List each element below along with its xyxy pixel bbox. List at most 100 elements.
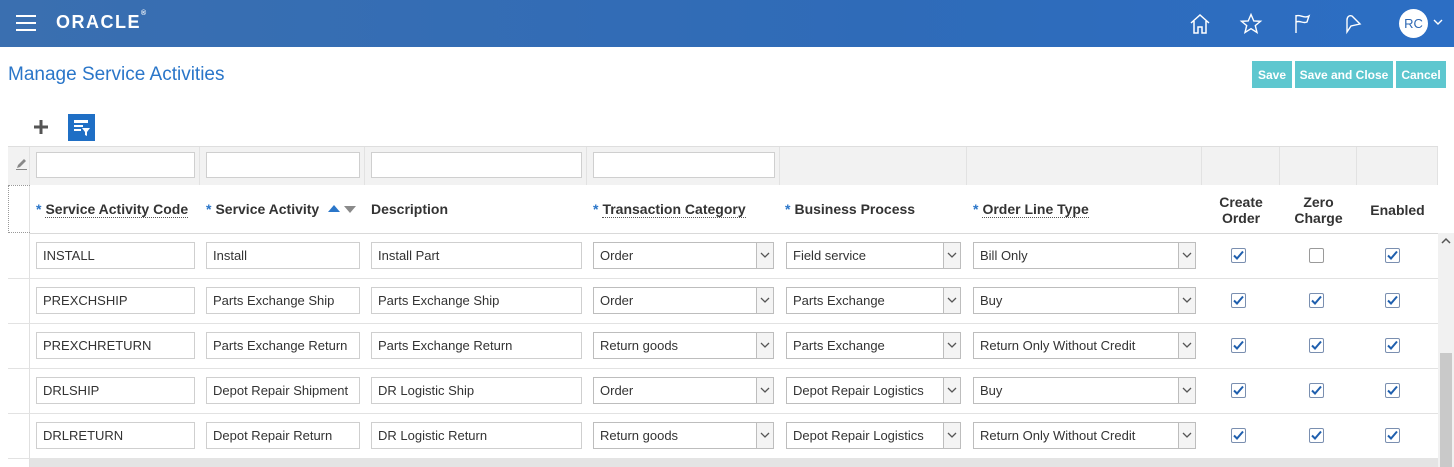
create-order-checkbox[interactable] — [1231, 293, 1246, 308]
zero-charge-checkbox[interactable] — [1309, 338, 1324, 353]
home-icon[interactable] — [1188, 12, 1212, 36]
description-input[interactable]: Parts Exchange Return — [371, 332, 582, 359]
dropdown-button[interactable] — [1178, 423, 1195, 448]
business-process-select[interactable]: Depot Repair Logistics — [786, 377, 961, 404]
table-row[interactable]: DRLRETURN Depot Repair Return DR Logistic … — [30, 414, 1438, 459]
service-activity-input[interactable]: Depot Repair Shipment — [206, 377, 360, 404]
zero-charge-checkbox[interactable] — [1309, 428, 1324, 443]
create-order-checkbox[interactable] — [1231, 383, 1246, 398]
zero-charge-checkbox[interactable] — [1309, 248, 1324, 263]
filter-input-description[interactable] — [371, 152, 582, 178]
zero-charge-checkbox[interactable] — [1309, 383, 1324, 398]
order-line-type-select[interactable]: Bill Only — [973, 242, 1196, 269]
column-header-activity[interactable]: * Service Activity — [206, 201, 319, 217]
dropdown-button[interactable] — [756, 333, 773, 358]
horizontal-scrollbar[interactable] — [30, 458, 1438, 467]
column-header-transaction-category[interactable]: * Transaction Category — [593, 201, 746, 218]
transaction-category-select[interactable]: Order — [593, 287, 774, 314]
notifications-icon[interactable] — [1341, 12, 1365, 36]
cancel-button[interactable]: Cancel — [1396, 61, 1446, 88]
create-order-checkbox[interactable] — [1231, 338, 1246, 353]
order-line-type-select[interactable]: Return Only Without Credit — [973, 422, 1196, 449]
service-activity-code-input[interactable]: DRLRETURN — [36, 422, 195, 449]
table-row[interactable]: PREXCHSHIP Parts Exchange Ship Parts Excha… — [30, 279, 1438, 324]
enabled-checkbox[interactable] — [1385, 248, 1400, 263]
column-header-order-line-type[interactable]: * Order Line Type — [973, 201, 1089, 218]
dropdown-button[interactable] — [756, 423, 773, 448]
row-selector[interactable] — [8, 279, 30, 324]
table-row[interactable]: PREXCHRETURN Parts Exchange Return Parts E… — [30, 324, 1438, 369]
scrollbar-thumb[interactable] — [1440, 353, 1452, 467]
transaction-category-select[interactable]: Return goods — [593, 422, 774, 449]
create-order-checkbox[interactable] — [1231, 428, 1246, 443]
dropdown-button[interactable] — [943, 288, 960, 313]
dropdown-button[interactable] — [1178, 333, 1195, 358]
business-process-select[interactable]: Field service — [786, 242, 961, 269]
dropdown-button[interactable] — [943, 333, 960, 358]
flag-icon[interactable] — [1290, 12, 1314, 36]
user-avatar[interactable]: RC — [1399, 9, 1428, 38]
sort-icon[interactable] — [327, 203, 357, 215]
dropdown-button[interactable] — [1178, 243, 1195, 268]
filter-input-activity[interactable] — [206, 152, 360, 178]
business-process-select[interactable]: Depot Repair Logistics — [786, 422, 961, 449]
query-by-example-button[interactable] — [68, 114, 95, 141]
dropdown-button[interactable] — [943, 378, 960, 403]
filter-input-transaction-category[interactable] — [593, 152, 775, 178]
save-button[interactable]: Save — [1252, 61, 1292, 88]
order-line-type-select[interactable]: Buy — [973, 287, 1196, 314]
save-and-close-button[interactable]: Save and Close — [1295, 61, 1393, 88]
service-activity-code-input[interactable]: INSTALL — [36, 242, 195, 269]
dropdown-button[interactable] — [1178, 288, 1195, 313]
column-header-create-order[interactable]: Create Order — [1202, 194, 1280, 226]
column-header-business-process[interactable]: * Business Process — [785, 201, 915, 217]
service-activity-input[interactable]: Install — [206, 242, 360, 269]
column-header-enabled[interactable]: Enabled — [1357, 202, 1438, 218]
row-selector[interactable] — [8, 369, 30, 414]
enabled-checkbox[interactable] — [1385, 338, 1400, 353]
order-line-type-select[interactable]: Return Only Without Credit — [973, 332, 1196, 359]
description-input[interactable]: DR Logistic Return — [371, 422, 582, 449]
description-input[interactable]: Parts Exchange Ship — [371, 287, 582, 314]
row-selector[interactable] — [8, 414, 30, 459]
transaction-category-select[interactable]: Return goods — [593, 332, 774, 359]
dropdown-button[interactable] — [756, 378, 773, 403]
description-input[interactable]: DR Logistic Ship — [371, 377, 582, 404]
dropdown-button[interactable] — [943, 423, 960, 448]
order-line-type-select[interactable]: Buy — [973, 377, 1196, 404]
transaction-category-select[interactable]: Order — [593, 242, 774, 269]
service-activity-code-input[interactable]: PREXCHSHIP — [36, 287, 195, 314]
row-selector[interactable] — [8, 234, 30, 279]
oracle-logo[interactable]: ORACLE® — [56, 10, 146, 33]
enabled-checkbox[interactable] — [1385, 293, 1400, 308]
business-process-select[interactable]: Parts Exchange — [786, 332, 961, 359]
dropdown-button[interactable] — [1178, 378, 1195, 403]
navigator-menu-icon[interactable] — [16, 15, 36, 31]
enabled-checkbox[interactable] — [1385, 428, 1400, 443]
row-selector[interactable] — [8, 324, 30, 369]
column-header-code[interactable]: * Service Activity Code — [36, 201, 189, 218]
service-activity-input[interactable]: Parts Exchange Return — [206, 332, 360, 359]
filter-input-code[interactable] — [36, 152, 195, 178]
create-order-checkbox[interactable] — [1231, 248, 1246, 263]
add-row-icon[interactable] — [31, 117, 51, 137]
column-header-zero-charge[interactable]: Zero Charge — [1280, 194, 1357, 226]
star-icon[interactable] — [1239, 12, 1263, 36]
enabled-checkbox[interactable] — [1385, 383, 1400, 398]
table-row[interactable]: DRLSHIP Depot Repair Shipment DR Logistic … — [30, 369, 1438, 414]
service-activity-input[interactable]: Parts Exchange Ship — [206, 287, 360, 314]
dropdown-button[interactable] — [943, 243, 960, 268]
service-activity-code-input[interactable]: DRLSHIP — [36, 377, 195, 404]
transaction-category-select[interactable]: Order — [593, 377, 774, 404]
table-row[interactable]: INSTALL Install Install Part Order Field ser… — [30, 234, 1438, 279]
chevron-down-icon[interactable] — [1432, 16, 1444, 28]
scroll-up-icon[interactable] — [1441, 237, 1451, 245]
column-header-description[interactable]: Description — [371, 201, 448, 217]
vertical-scrollbar[interactable] — [1438, 233, 1454, 467]
dropdown-button[interactable] — [756, 288, 773, 313]
description-input[interactable]: Install Part — [371, 242, 582, 269]
dropdown-button[interactable] — [756, 243, 773, 268]
business-process-select[interactable]: Parts Exchange — [786, 287, 961, 314]
service-activity-input[interactable]: Depot Repair Return — [206, 422, 360, 449]
service-activity-code-input[interactable]: PREXCHRETURN — [36, 332, 195, 359]
